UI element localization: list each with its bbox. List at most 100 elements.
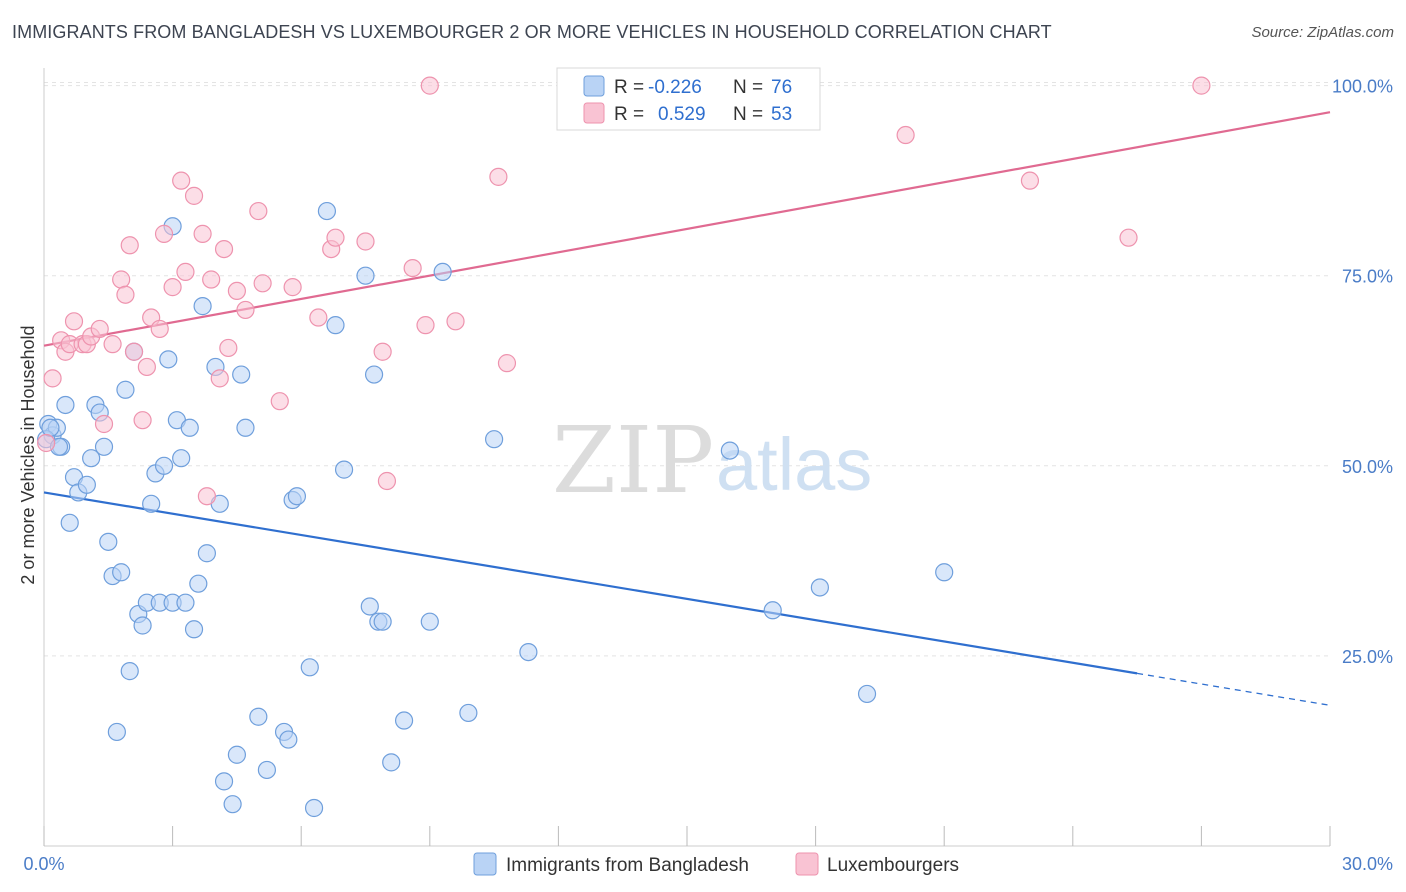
point-s0-35 [197, 544, 216, 563]
point-s1-0 [37, 433, 56, 453]
point-s0-60 [394, 711, 414, 730]
point-s0-39 [223, 795, 242, 814]
series-legend: Immigrants from Bangladesh Luxembourgers [473, 852, 959, 876]
point-s0-72 [41, 418, 60, 437]
point-s0-19 [133, 616, 152, 635]
point-s0-31 [180, 418, 199, 437]
point-s0-51 [317, 201, 337, 221]
legend-swatch-pink [583, 102, 605, 124]
axes [43, 68, 1331, 847]
point-s0-67 [763, 601, 782, 620]
y-tick-label-1: 50.0% [1342, 457, 1393, 477]
point-s0-70 [935, 563, 954, 582]
point-s0-66 [720, 441, 739, 460]
legend-r-label-2: R = [614, 104, 644, 125]
trend-line-blue-dashed [1136, 672, 1331, 706]
y-tick-label-3: 100.0% [1332, 77, 1393, 97]
series-legend-swatch-pink [795, 852, 819, 876]
trend-line-blue [43, 491, 1138, 675]
point-s0-34 [193, 297, 212, 316]
point-s1-21 [163, 278, 182, 297]
point-s0-15 [107, 722, 126, 742]
trend-line-pink [43, 111, 1331, 347]
trend-lines [43, 111, 1331, 706]
point-s1-11 [103, 335, 122, 354]
point-s1-52 [1192, 76, 1211, 95]
point-s0-38 [214, 772, 234, 791]
point-s1-20 [154, 224, 174, 243]
point-s0-4 [56, 395, 75, 415]
point-s0-9 [82, 449, 101, 468]
point-s0-30 [176, 593, 195, 612]
point-s1-36 [283, 278, 302, 297]
point-s0-59 [382, 753, 401, 772]
point-s1-30 [219, 338, 238, 358]
watermark-atlas: atlas [716, 423, 872, 506]
point-s0-61 [420, 612, 439, 631]
point-s1-10 [94, 414, 114, 434]
legend-r-value-2: 0.529 [658, 104, 706, 125]
point-s1-44 [416, 316, 435, 335]
point-s1-24 [184, 186, 204, 205]
legend-n-value-1: 76 [771, 77, 792, 98]
point-s1-32 [236, 300, 255, 320]
legend-r-label-1: R = [614, 77, 644, 98]
point-s0-42 [236, 418, 255, 437]
point-s0-12 [94, 437, 114, 456]
point-s0-49 [300, 658, 319, 677]
point-s1-45 [420, 76, 439, 95]
point-s0-63 [459, 703, 478, 723]
chart-title: IMMIGRANTS FROM BANGLADESH VS LUXEMBOURG… [12, 22, 1052, 42]
point-s0-40 [227, 745, 246, 764]
point-s1-39 [326, 228, 345, 247]
point-s1-48 [497, 354, 517, 373]
x-tick-label-0: 0.0% [23, 854, 64, 874]
point-s1-33 [249, 201, 268, 221]
point-s1-22 [172, 171, 191, 190]
point-s1-31 [227, 281, 246, 301]
point-s1-1 [43, 369, 62, 388]
point-s0-21 [142, 494, 161, 513]
y-tick-label-0: 25.0% [1342, 647, 1393, 667]
point-s0-33 [189, 574, 208, 593]
point-s1-46 [446, 312, 465, 331]
point-s0-65 [519, 642, 538, 662]
point-s0-17 [120, 662, 139, 681]
x-tick-labels: 0.0% 30.0% [23, 854, 1393, 874]
series-legend-swatch-blue [473, 852, 497, 876]
point-s1-23 [176, 262, 195, 282]
series-legend-label-pink: Luxembourgers [827, 855, 959, 876]
point-s1-19 [150, 319, 169, 339]
point-s1-25 [193, 224, 212, 243]
watermark: ZIP atlas [552, 407, 872, 514]
source-label: Source: ZipAtlas.com [1251, 24, 1394, 41]
point-s0-58 [373, 612, 392, 631]
point-s1-12 [112, 270, 131, 289]
legend-n-label-2: N = [733, 104, 763, 125]
point-s0-69 [857, 684, 877, 704]
point-s0-24 [154, 456, 174, 475]
point-s1-5 [64, 312, 84, 331]
y-tick-labels: 25.0% 50.0% 75.0% 100.0% [1332, 77, 1393, 667]
data-points [37, 76, 1211, 818]
point-s0-32 [184, 620, 204, 639]
point-s1-26 [197, 487, 216, 506]
point-s0-46 [279, 730, 298, 749]
point-s1-41 [373, 342, 392, 361]
point-s0-13 [99, 532, 118, 551]
point-s0-5 [60, 513, 79, 532]
point-s0-41 [232, 365, 251, 384]
point-s0-16 [116, 380, 135, 399]
legend-n-value-2: 53 [771, 104, 792, 125]
point-s1-35 [270, 392, 289, 411]
point-s1-15 [124, 342, 144, 361]
y-tick-label-2: 75.0% [1342, 267, 1393, 287]
point-s0-54 [356, 266, 375, 285]
point-s0-8 [77, 475, 96, 494]
stats-legend: R = -0.226 N = 76 R = 0.529 N = 53 [556, 67, 821, 131]
point-s1-49 [896, 125, 915, 145]
point-s1-17 [137, 357, 156, 377]
point-s1-14 [120, 236, 139, 255]
point-s0-68 [810, 578, 829, 597]
